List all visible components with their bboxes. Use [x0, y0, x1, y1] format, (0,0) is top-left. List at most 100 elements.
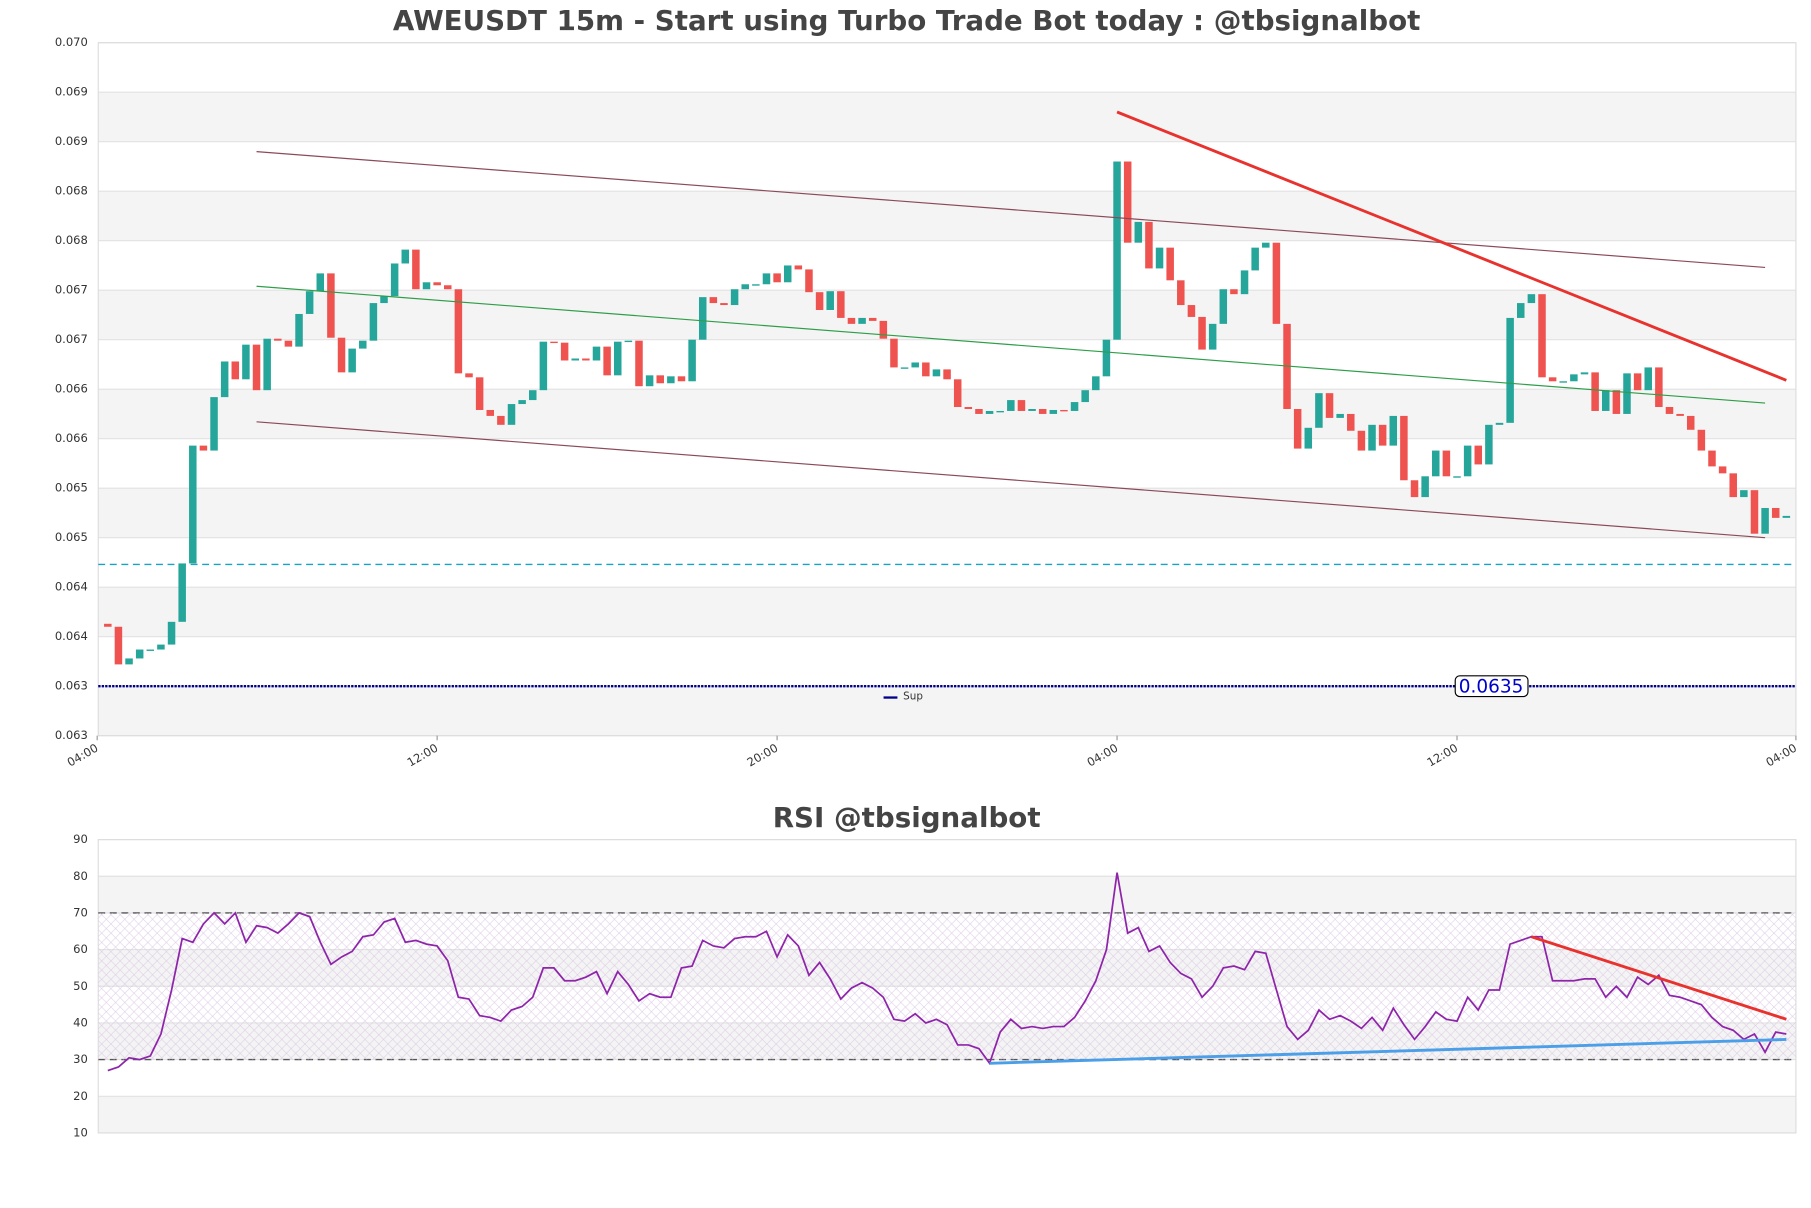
candle	[189, 445, 197, 564]
candle	[157, 644, 165, 650]
candle	[1038, 408, 1047, 414]
candle	[1633, 373, 1642, 391]
candle	[1336, 413, 1344, 418]
y-tick-label: 0.064	[55, 580, 88, 594]
candle	[146, 649, 155, 651]
y-tick-label: 80	[73, 869, 88, 883]
y-tick-label: 60	[73, 942, 88, 956]
candle	[1655, 367, 1663, 408]
candle	[1559, 381, 1568, 383]
candle	[497, 415, 505, 425]
candle	[1761, 507, 1769, 534]
candle	[422, 282, 431, 290]
candle	[847, 317, 856, 324]
candle	[932, 369, 941, 377]
y-tick-label: 0.063	[55, 679, 88, 693]
candle	[231, 361, 240, 380]
rsi-line	[107, 872, 1787, 1072]
band	[98, 389, 1796, 439]
candle	[1686, 415, 1695, 430]
y-tick-label: 90	[73, 832, 88, 846]
candle	[486, 409, 495, 416]
y-tick-label: 40	[73, 1015, 88, 1029]
candle	[1187, 305, 1196, 317]
candle	[1007, 400, 1015, 411]
candle	[390, 263, 399, 297]
candle	[1293, 408, 1302, 449]
candle	[454, 289, 463, 374]
candle	[794, 265, 803, 270]
candle	[1665, 407, 1674, 414]
band	[98, 686, 1796, 736]
candle	[1570, 374, 1578, 382]
candle	[242, 344, 250, 380]
band	[98, 191, 1796, 241]
candle	[730, 289, 739, 306]
candle	[1378, 424, 1387, 446]
candle	[1240, 270, 1249, 295]
candle	[1474, 445, 1483, 465]
candle	[1517, 303, 1525, 318]
candle	[125, 658, 133, 665]
candle	[1155, 247, 1164, 269]
candle	[1708, 450, 1716, 467]
candle	[1580, 372, 1589, 375]
candle	[1113, 161, 1121, 340]
candle	[1782, 515, 1791, 518]
candle	[677, 376, 686, 382]
x-tick-label: 04:00	[65, 741, 101, 770]
candle	[1432, 450, 1440, 477]
candle	[1463, 445, 1472, 477]
candle	[1527, 294, 1536, 304]
candle	[1591, 372, 1599, 411]
candle	[1166, 247, 1174, 281]
candle	[263, 338, 271, 391]
candle	[1272, 242, 1281, 324]
candle	[348, 348, 356, 373]
candle	[1251, 247, 1259, 271]
candle	[401, 249, 410, 264]
support-label: 0.0635	[1459, 676, 1524, 697]
candle	[773, 273, 781, 283]
candle	[104, 623, 112, 627]
candle	[305, 291, 314, 314]
candle	[359, 340, 367, 349]
candle	[667, 376, 675, 384]
y-tick-label: 0.068	[55, 233, 88, 247]
candle	[1123, 161, 1132, 243]
candle	[327, 273, 335, 338]
candle	[985, 410, 994, 414]
candle	[1538, 294, 1546, 378]
candle	[1601, 390, 1610, 411]
candle	[135, 649, 144, 659]
candle	[762, 273, 771, 285]
candle	[1729, 473, 1737, 498]
candle	[1771, 507, 1780, 518]
candle	[1442, 450, 1451, 477]
candle	[1750, 490, 1759, 534]
candle	[1028, 408, 1036, 411]
y-tick-label: 0.064	[55, 629, 88, 643]
band	[98, 587, 1796, 637]
y-tick-label: 0.069	[55, 134, 88, 148]
candle	[922, 362, 930, 377]
candle	[1092, 376, 1100, 391]
y-tick-label: 0.065	[55, 530, 88, 544]
y-tick-label: 0.069	[55, 85, 88, 99]
y-tick-label: 0.066	[55, 431, 88, 445]
candle	[858, 317, 866, 324]
chart-title: RSI @tbsignalbot	[773, 801, 1041, 834]
trend-line	[256, 421, 1766, 539]
candle	[1219, 289, 1228, 324]
candle	[1612, 390, 1621, 414]
y-tick-label: 0.065	[55, 481, 88, 495]
candle	[1070, 402, 1079, 411]
candle	[316, 273, 325, 292]
candle	[603, 346, 611, 376]
rsi-zone	[98, 912, 1796, 1060]
candle	[1676, 413, 1684, 416]
candle	[1453, 476, 1461, 478]
candle	[539, 341, 548, 391]
candle	[1495, 422, 1504, 425]
candle	[284, 340, 293, 347]
